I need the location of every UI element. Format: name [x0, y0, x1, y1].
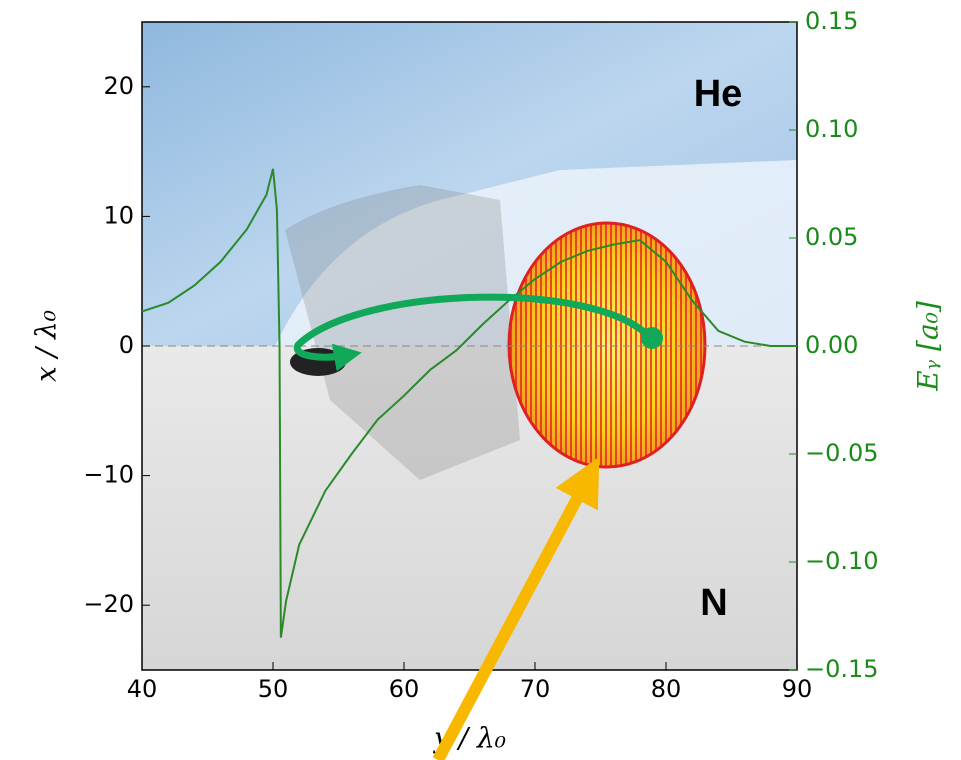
x-tick-label: 80 — [651, 675, 682, 703]
y-axis-label: x / λ₀ — [30, 310, 63, 382]
y2-axis-label: Eᵧ [a₀] — [912, 301, 945, 392]
y-tick-label: −20 — [83, 590, 134, 618]
y2-tick-label: 0.15 — [805, 7, 858, 35]
green-arrow — [293, 293, 653, 372]
y-tick-label: 20 — [103, 72, 134, 100]
x-tick-label: 70 — [520, 675, 551, 703]
y2-tick-label: 0.10 — [805, 115, 858, 143]
arrow-dot — [641, 327, 663, 349]
orange-arrow — [432, 456, 600, 760]
y2-tick-label: −0.15 — [805, 655, 879, 683]
x-tick-label: 50 — [258, 675, 289, 703]
data-line — [141, 168, 797, 638]
x-tick-label: 90 — [782, 675, 813, 703]
y2-tick-label: −0.05 — [805, 439, 879, 467]
plot-layer: 40 50 60 70 80 90 −20 −10 0 10 20 −0.15 −0.10 −0.05 0.… — [83, 7, 878, 703]
y2-tick-label: −0.10 — [805, 547, 879, 575]
x-tick-label: 40 — [127, 675, 158, 703]
background — [142, 22, 797, 670]
y2-tick-label: 0.00 — [805, 331, 858, 359]
y-tick-label: −10 — [83, 461, 134, 489]
annotation: He — [694, 73, 743, 115]
y-tick-label: 10 — [103, 201, 134, 229]
y2-tick-label: 0.05 — [805, 223, 858, 251]
annotation: N — [700, 582, 727, 624]
x-tick-label: 60 — [389, 675, 420, 703]
y-tick-label: 0 — [119, 331, 134, 359]
